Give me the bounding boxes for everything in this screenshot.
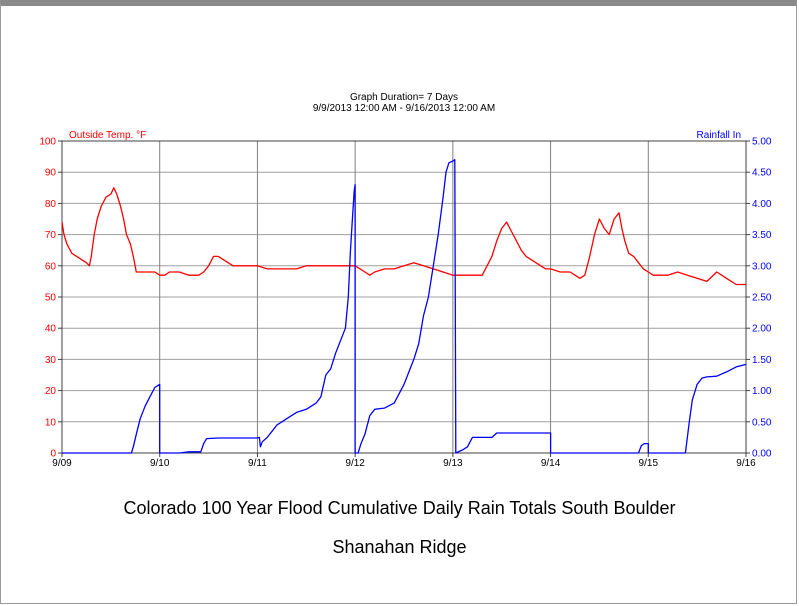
left-axis-label: Outside Temp. °F — [69, 130, 146, 141]
caption-line-2: Shanahan Ridge — [332, 537, 467, 557]
left-tick-label: 30 — [45, 355, 57, 366]
x-tick-label: 9/11 — [248, 458, 267, 469]
right-axis-label: Rainfall In — [697, 130, 741, 141]
x-tick-label: 9/14 — [541, 458, 561, 469]
right-tick-label: 5.00 — [752, 137, 772, 148]
right-tick-label: 0.50 — [752, 417, 772, 428]
left-tick-label: 70 — [45, 230, 57, 241]
right-tick-label: 3.00 — [752, 261, 772, 272]
left-tick-label: 40 — [45, 324, 57, 335]
right-tick-label: 1.50 — [752, 355, 772, 366]
right-tick-label: 2.00 — [752, 324, 772, 335]
right-tick-label: 0.00 — [752, 449, 772, 460]
right-tick-label: 3.50 — [752, 230, 772, 241]
left-tick-label: 90 — [45, 168, 57, 179]
left-tick-label: 80 — [45, 199, 57, 210]
chart-title: Graph Duration= 7 Days — [350, 92, 458, 103]
right-tick-label: 2.50 — [752, 293, 772, 304]
x-tick-label: 9/09 — [52, 458, 72, 469]
rainfall-series-line — [62, 159, 747, 454]
left-tick-label: 100 — [39, 137, 56, 148]
temperature-series-line — [61, 187, 746, 286]
x-tick-label: 9/15 — [639, 458, 659, 469]
left-tick-label: 50 — [45, 293, 57, 304]
x-tick-label: 9/12 — [345, 458, 365, 469]
left-tick-label: 10 — [45, 417, 57, 428]
x-tick-label: 9/13 — [443, 458, 463, 469]
right-tick-label: 4.00 — [752, 199, 772, 210]
left-tick-label: 0 — [50, 449, 56, 460]
left-tick-label: 20 — [45, 386, 57, 397]
left-tick-label: 60 — [45, 261, 57, 272]
x-tick-label: 9/16 — [736, 458, 756, 469]
right-tick-label: 1.00 — [752, 386, 772, 397]
caption-line-1: Colorado 100 Year Flood Cumulative Daily… — [123, 498, 676, 518]
x-tick-label: 9/10 — [150, 458, 170, 469]
chart-subtitle: 9/9/2013 12:00 AM - 9/16/2013 12:00 AM — [313, 103, 495, 114]
right-tick-label: 4.50 — [752, 168, 772, 179]
